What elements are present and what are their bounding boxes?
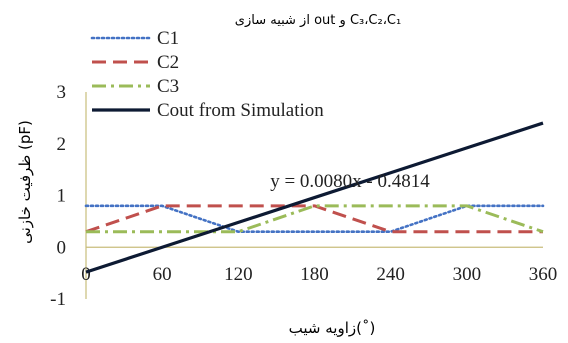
y-tick-label: 3 xyxy=(57,82,67,103)
plot-area: -1 0 1 2 3 0 60 120 180 240 300 360 xyxy=(50,82,557,310)
x-tick-label: 360 xyxy=(529,264,558,285)
x-tick-label: 300 xyxy=(453,264,482,285)
x-tick-label: 60 xyxy=(153,264,172,285)
trendline-equation: y = 0.0080x - 0.4814 xyxy=(270,171,430,192)
chart-title: C₃،C₂،C₁ و out از شبیه سازی xyxy=(235,13,401,28)
y-tick-label: -1 xyxy=(50,289,66,310)
legend-label: C3 xyxy=(157,76,179,97)
y-tick-label: 0 xyxy=(57,237,67,258)
legend-label: Cout from Simulation xyxy=(157,100,324,121)
y-axis-label: ظرفیت خازنی (pF) xyxy=(16,120,34,244)
series-line-c3 xyxy=(86,204,544,234)
legend-label: C2 xyxy=(157,52,179,73)
x-tick-label: 120 xyxy=(224,264,253,285)
legend-label: C1 xyxy=(157,28,179,49)
x-tick-label: 240 xyxy=(376,264,405,285)
y-tick-label: 1 xyxy=(57,186,67,207)
x-axis-label: زاویه شیب(˚) xyxy=(289,319,376,337)
x-tick-label: 0 xyxy=(81,264,91,285)
x-tick-label: 180 xyxy=(300,264,329,285)
series-line-c2 xyxy=(85,204,543,234)
series-lines xyxy=(84,121,545,274)
legend: C1 C2 C3 Cout from Simulation xyxy=(90,28,324,121)
y-tick-label: 2 xyxy=(57,134,67,155)
series-line-cout-from-simulation xyxy=(85,121,544,274)
